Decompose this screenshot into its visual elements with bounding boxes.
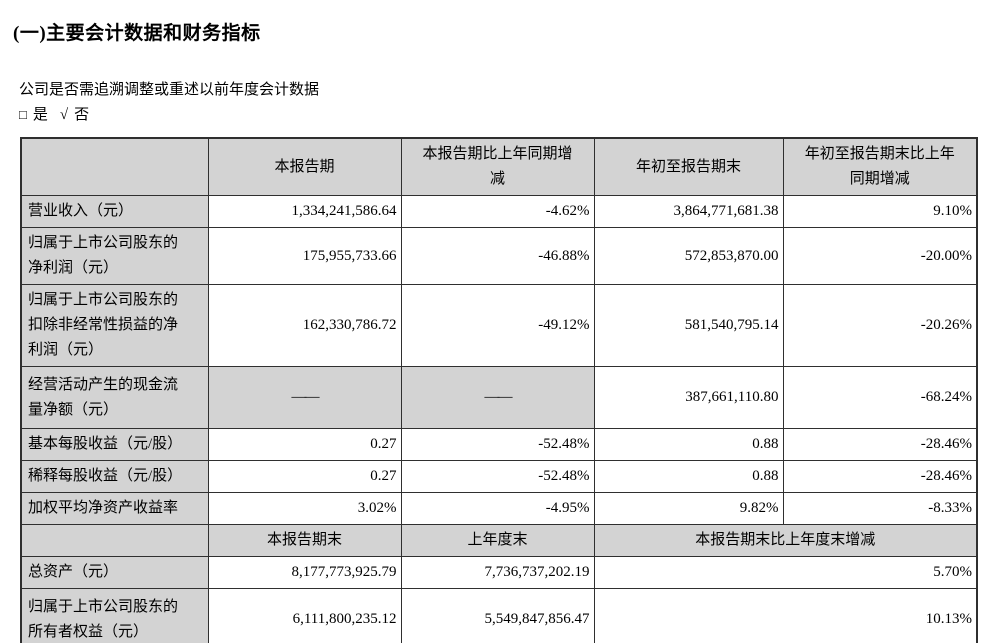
value-cell: 0.27: [207, 428, 402, 461]
table-header-row-1: 本报告期 本报告期比上年同期增减 年初至报告期末 年初至报告期末比上年同期增减: [20, 137, 978, 196]
header-year-to-date: 年初至报告期末: [593, 137, 784, 196]
value-cell: -20.26%: [782, 284, 978, 367]
table-header-row-2: 本报告期末 上年度末 本报告期末比上年度末增减: [20, 524, 978, 557]
value-cell: -8.33%: [782, 492, 978, 525]
checkmark-icon: √: [59, 107, 69, 123]
restate-answer-line: □ 是 √ 否: [19, 106, 991, 124]
table-row-net-profit: 归属于上市公司股东的净利润（元） 175,955,733.66 -46.88% …: [20, 227, 978, 285]
value-cell: 10.13%: [593, 588, 978, 643]
table-row-owners-equity: 归属于上市公司股东的所有者权益（元） 6,111,800,235.12 5,54…: [20, 588, 978, 643]
header-current-period: 本报告期: [207, 137, 402, 196]
row-label: 营业收入（元）: [20, 195, 209, 228]
table-row-operating-revenue: 营业收入（元） 1,334,241,586.64 -4.62% 3,864,77…: [20, 195, 978, 228]
header-end-of-period: 本报告期末: [207, 524, 402, 557]
table-row-weighted-avg-roe: 加权平均净资产收益率 3.02% -4.95% 9.82% -8.33%: [20, 492, 978, 525]
dash-placeholder-cell: ——: [400, 366, 595, 429]
table-row-operating-cash-flow: 经营活动产生的现金流量净额（元） —— —— 387,661,110.80 -6…: [20, 366, 978, 429]
value-cell: -28.46%: [782, 460, 978, 493]
header-current-period-yoy-change: 本报告期比上年同期增减: [400, 137, 595, 196]
value-cell: -20.00%: [782, 227, 978, 285]
value-cell: -49.12%: [400, 284, 595, 367]
value-cell: 0.88: [593, 428, 784, 461]
row-label: 归属于上市公司股东的净利润（元）: [20, 227, 209, 285]
row-label: 总资产（元）: [20, 556, 209, 589]
table-row-net-profit-excl-nonrecurring: 归属于上市公司股东的扣除非经常性损益的净利润（元） 162,330,786.72…: [20, 284, 978, 367]
value-cell: 3,864,771,681.38: [593, 195, 784, 228]
value-cell: 3.02%: [207, 492, 402, 525]
header-end-of-prev-year: 上年度末: [400, 524, 595, 557]
value-cell: -4.95%: [400, 492, 595, 525]
table-row-diluted-eps: 稀释每股收益（元/股） 0.27 -52.48% 0.88 -28.46%: [20, 460, 978, 493]
no-label: 否: [74, 107, 90, 123]
value-cell: -28.46%: [782, 428, 978, 461]
value-cell: 5.70%: [593, 556, 978, 589]
row-label: 归属于上市公司股东的扣除非经常性损益的净利润（元）: [20, 284, 209, 367]
section-title: (一)主要会计数据和财务指标: [13, 23, 261, 44]
value-cell: 572,853,870.00: [593, 227, 784, 285]
value-cell: 387,661,110.80: [593, 366, 784, 429]
header-empty-cell: [20, 137, 209, 196]
dash-placeholder-cell: ——: [207, 366, 402, 429]
row-label: 稀释每股收益（元/股）: [20, 460, 209, 493]
value-cell: 8,177,773,925.79: [207, 556, 402, 589]
value-cell: 9.10%: [782, 195, 978, 228]
header-empty-cell: [20, 524, 209, 557]
header-period-end-vs-prev-year-change: 本报告期末比上年度末增减: [593, 524, 978, 557]
value-cell: 5,549,847,856.47: [400, 588, 595, 643]
header-year-to-date-yoy-change: 年初至报告期末比上年同期增减: [782, 137, 978, 196]
value-cell: -52.48%: [400, 460, 595, 493]
value-cell: -4.62%: [400, 195, 595, 228]
row-label: 加权平均净资产收益率: [20, 492, 209, 525]
row-label: 基本每股收益（元/股）: [20, 428, 209, 461]
value-cell: 175,955,733.66: [207, 227, 402, 285]
row-label: 经营活动产生的现金流量净额（元）: [20, 366, 209, 429]
value-cell: 0.27: [207, 460, 402, 493]
checkbox-unchecked-icon: □: [19, 107, 27, 122]
row-label: 归属于上市公司股东的所有者权益（元）: [20, 588, 209, 643]
value-cell: 7,736,737,202.19: [400, 556, 595, 589]
table-row-total-assets: 总资产（元） 8,177,773,925.79 7,736,737,202.19…: [20, 556, 978, 589]
value-cell: 1,334,241,586.64: [207, 195, 402, 228]
value-cell: -52.48%: [400, 428, 595, 461]
value-cell: 9.82%: [593, 492, 784, 525]
value-cell: 581,540,795.14: [593, 284, 784, 367]
value-cell: -68.24%: [782, 366, 978, 429]
restate-question-text: 公司是否需追溯调整或重述以前年度会计数据: [19, 82, 320, 98]
value-cell: 162,330,786.72: [207, 284, 402, 367]
value-cell: -46.88%: [400, 227, 595, 285]
value-cell: 0.88: [593, 460, 784, 493]
yes-label: 是: [32, 107, 48, 123]
financial-indicators-table: 本报告期 本报告期比上年同期增减 年初至报告期末 年初至报告期末比上年同期增减 …: [20, 137, 978, 643]
value-cell: 6,111,800,235.12: [207, 588, 402, 643]
table-row-basic-eps: 基本每股收益（元/股） 0.27 -52.48% 0.88 -28.46%: [20, 428, 978, 461]
